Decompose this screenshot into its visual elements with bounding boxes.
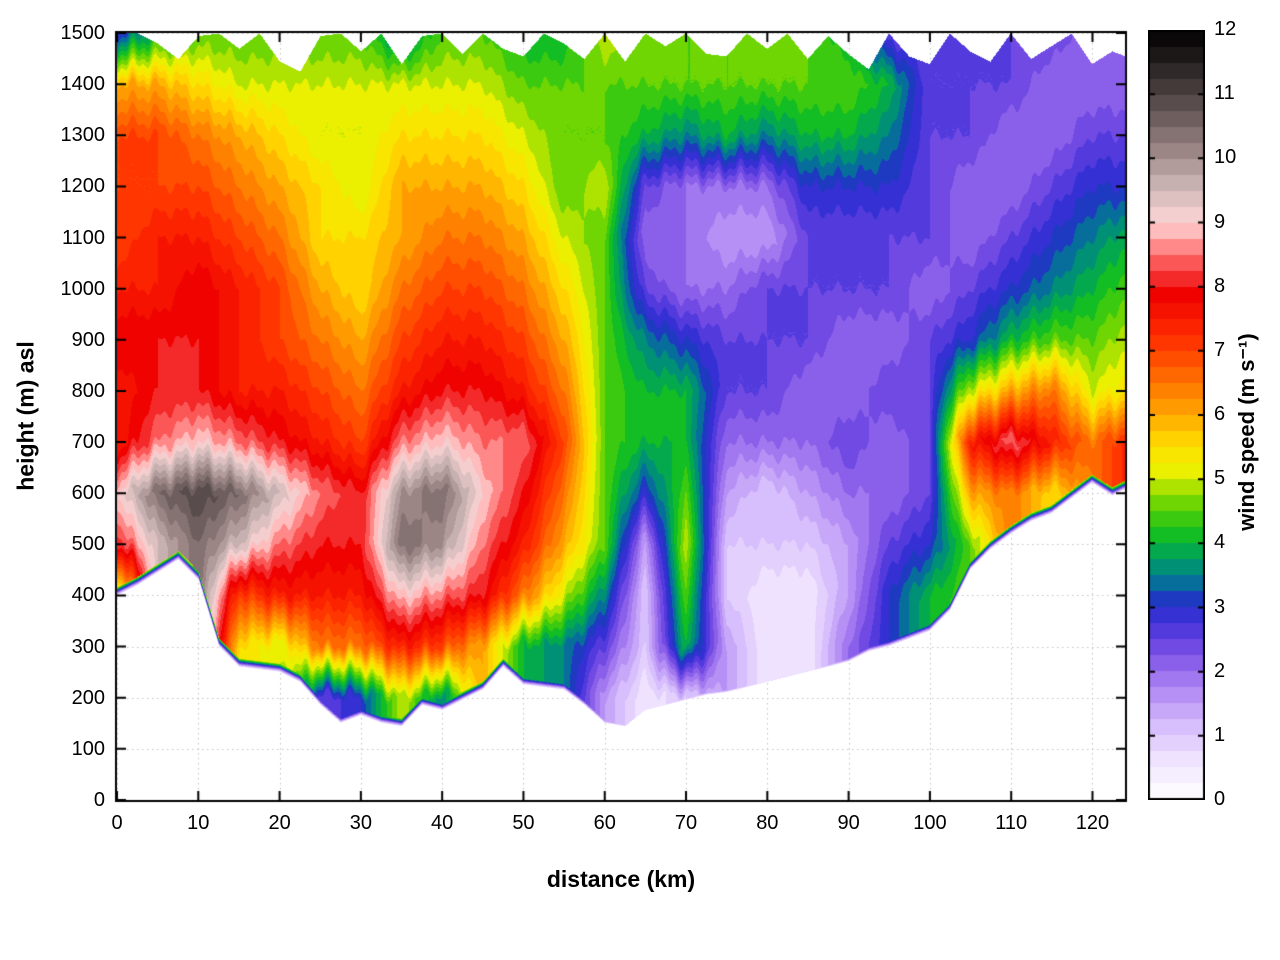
x-tick-label: 100 <box>913 812 947 834</box>
x-tick-label: 80 <box>756 812 779 834</box>
y-tick-label: 900 <box>71 328 105 351</box>
colorbar-tick-label: 6 <box>1214 403 1226 425</box>
y-tick-label: 700 <box>71 431 105 454</box>
y-tick-label: 300 <box>71 635 105 658</box>
colorbar-tick-label: 5 <box>1214 467 1226 490</box>
colorbar-tick-label: 0 <box>1214 788 1226 810</box>
x-tick-label: 50 <box>512 812 535 834</box>
x-tick-label: 60 <box>593 812 616 834</box>
x-tick-label: 10 <box>187 812 210 834</box>
x-tick-label: 90 <box>837 812 860 834</box>
y-tick-label: 1300 <box>60 124 106 147</box>
colorbar-tick-label: 9 <box>1214 210 1226 233</box>
colorbar-tick-label: 3 <box>1214 595 1226 618</box>
x-tick-label: 30 <box>349 812 372 834</box>
x-tick-label: 0 <box>111 812 123 834</box>
y-tick-label: 1500 <box>60 22 106 44</box>
y-tick-label: 600 <box>71 482 105 505</box>
colorbar-tick-label: 2 <box>1214 659 1226 682</box>
y-tick-label: 1100 <box>61 226 105 249</box>
colorbar-tick-label: 12 <box>1214 18 1237 40</box>
x-tick-label: 120 <box>1075 812 1110 834</box>
colorbar-tick-label: 1 <box>1214 723 1226 746</box>
colorbar-tick-label: 10 <box>1214 146 1237 169</box>
colorbar-label: wind speed (m s⁻¹) <box>1234 333 1259 531</box>
y-tick-label: 800 <box>71 379 105 402</box>
y-tick-label: 400 <box>71 584 105 607</box>
colorbar-tick-label: 4 <box>1214 531 1226 554</box>
y-tick-label: 1200 <box>60 175 106 198</box>
colorbar-tick-label: 7 <box>1214 338 1226 361</box>
x-tick-label: 40 <box>431 812 454 834</box>
y-tick-label: 1400 <box>60 73 106 96</box>
y-tick-label: 1000 <box>60 277 106 300</box>
colorbar-tick-label: 11 <box>1214 82 1235 105</box>
y-axis-label: height (m) asl <box>12 341 39 491</box>
colorbar-tick-label: 8 <box>1214 274 1226 297</box>
colorbar-gradient <box>1148 30 1205 800</box>
y-tick-label: 500 <box>71 533 105 556</box>
y-tick-label: 100 <box>71 737 105 760</box>
y-tick-label: 200 <box>71 686 105 709</box>
x-tick-label: 110 <box>995 812 1028 834</box>
y-tick-label: 0 <box>93 789 105 811</box>
x-tick-label: 70 <box>674 812 698 834</box>
x-axis-label: distance (km) <box>546 866 696 892</box>
x-tick-label: 20 <box>268 812 291 834</box>
